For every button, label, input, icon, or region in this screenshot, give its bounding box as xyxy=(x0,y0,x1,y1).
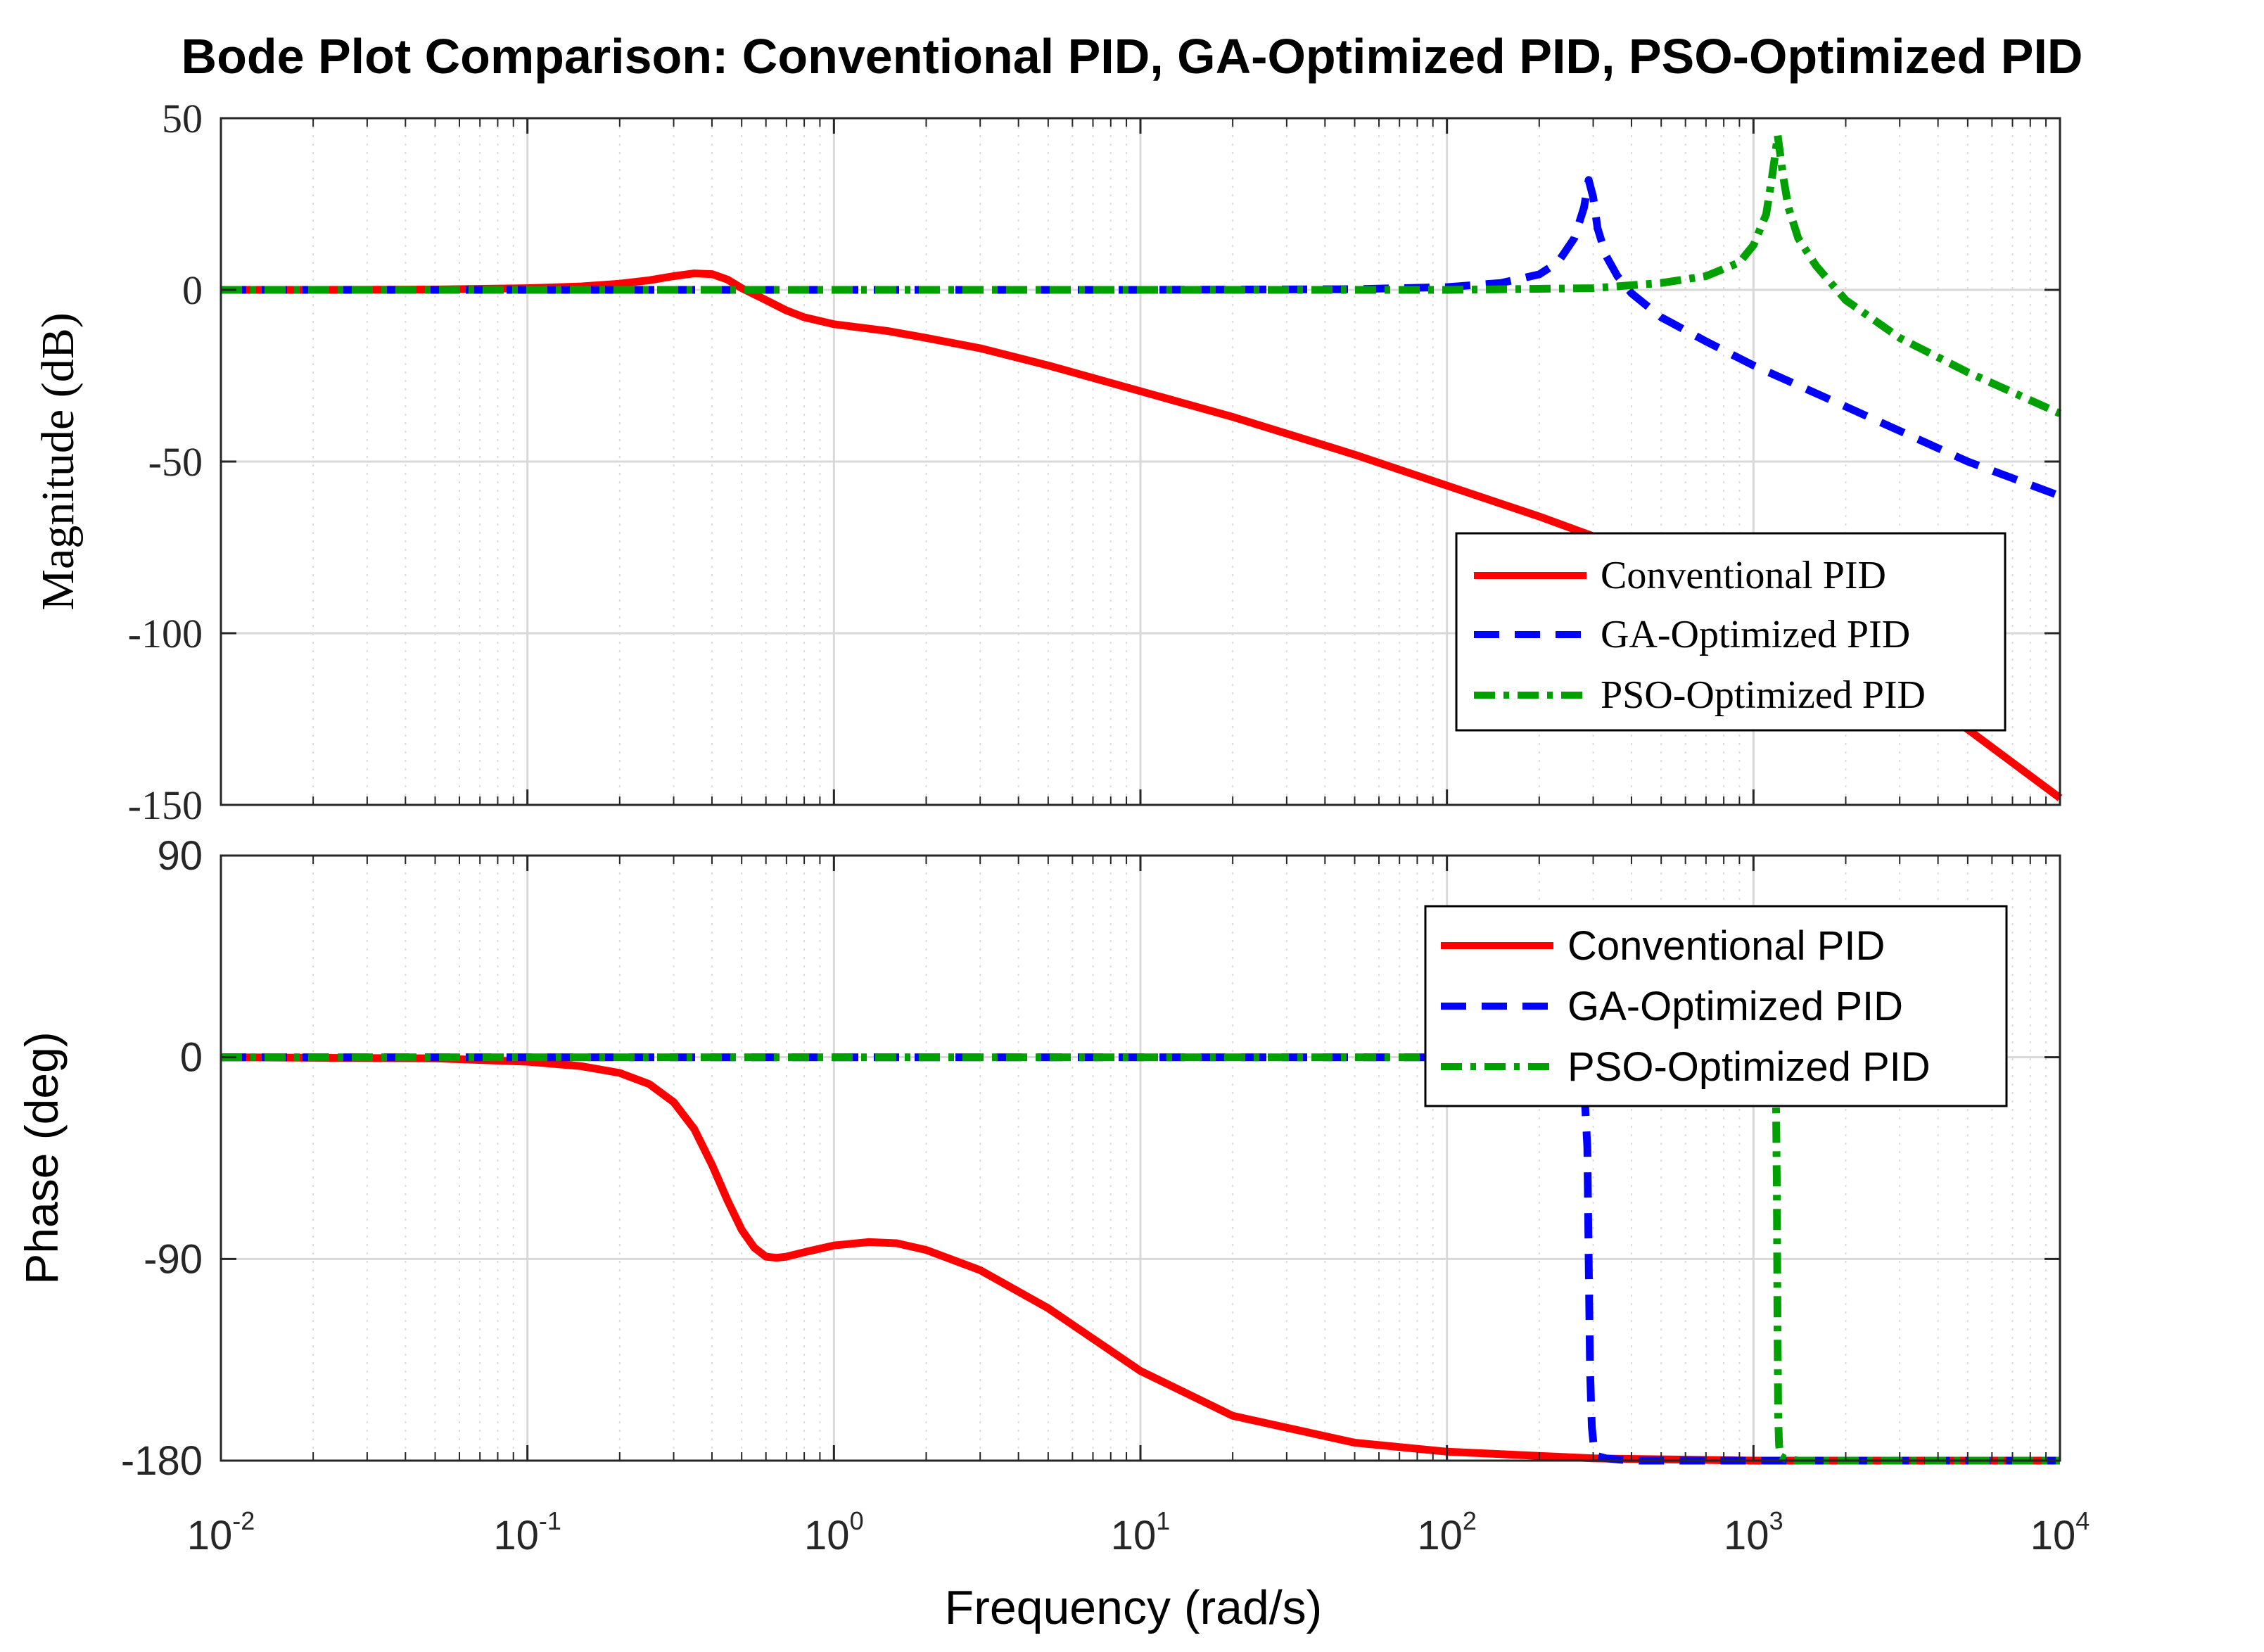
magnitude-series-pso-optimized-pid xyxy=(221,131,2062,417)
phase-legend-label-ga: GA-Optimized PID xyxy=(1567,984,1903,1029)
phase-tick-marks xyxy=(220,854,2061,1462)
chart-title: Bode Plot Comparison: Conventional PID, … xyxy=(182,29,2083,84)
phase-legend-box xyxy=(1424,905,2008,1107)
x-axis-label: Frequency (rad/s) xyxy=(945,1581,1323,1634)
phase-legend-label-conventional: Conventional PID xyxy=(1567,923,1885,969)
magnitude-ytick-label: 50 xyxy=(162,96,203,141)
magnitude-legend-label-pso: PSO-Optimized PID xyxy=(1601,673,1926,717)
magnitude-axes: 50 0 -50 -100 -150 Magnitude (dB) Convention… xyxy=(32,96,2063,828)
magnitude-ytick-label: -100 xyxy=(128,611,203,656)
magnitude-ytick-labels: 50 0 -50 -100 -150 xyxy=(128,96,203,828)
phase-legend: Conventional PID GA-Optimized PID PSO-Op… xyxy=(1424,905,2008,1107)
x-tick-label: 100 xyxy=(804,1506,864,1558)
magnitude-series-conventional-pid xyxy=(221,269,2063,801)
magnitude-ytick-label: -50 xyxy=(148,439,203,485)
phase-ytick-label: 90 xyxy=(157,833,203,879)
magnitude-ytick-label: 0 xyxy=(182,267,203,313)
x-tick-label: 10-1 xyxy=(493,1506,561,1558)
phase-ytick-labels: 90 0 -90 -180 xyxy=(121,833,203,1484)
x-tick-labels: 10-2 10-1 100 101 102 103 104 xyxy=(187,1506,2090,1558)
x-tick-label: 103 xyxy=(1724,1506,1783,1558)
magnitude-legend-label-ga: GA-Optimized PID xyxy=(1601,613,1910,656)
phase-series-conventional-pid xyxy=(220,1053,2060,1465)
x-tick-label: 10-2 xyxy=(187,1506,255,1558)
phase-legend-label-pso: PSO-Optimized PID xyxy=(1567,1044,1931,1090)
magnitude-legend: Conventional PID GA-Optimized PID PSO-Op… xyxy=(1455,532,2007,732)
magnitude-ylabel: Magnitude (dB) xyxy=(32,312,84,610)
phase-ytick-label: -180 xyxy=(121,1438,203,1484)
x-tick-label: 102 xyxy=(1417,1506,1477,1558)
magnitude-series-ga-optimized-pid xyxy=(221,176,2061,500)
magnitude-legend-label-conventional: Conventional PID xyxy=(1601,554,1886,597)
x-tick-label: 101 xyxy=(1111,1506,1171,1558)
magnitude-ytick-label: -150 xyxy=(128,782,203,828)
phase-axes: 90 0 -90 -180 Phase (deg) Conventional PID … xyxy=(15,833,2061,1484)
magnitude-series xyxy=(221,131,2063,801)
phase-ytick-label: -90 xyxy=(144,1236,203,1282)
phase-ytick-label: 0 xyxy=(180,1035,203,1081)
magnitude-tick-marks xyxy=(220,117,2061,806)
x-tick-label: 104 xyxy=(2030,1506,2090,1558)
phase-ylabel: Phase (deg) xyxy=(15,1031,68,1285)
